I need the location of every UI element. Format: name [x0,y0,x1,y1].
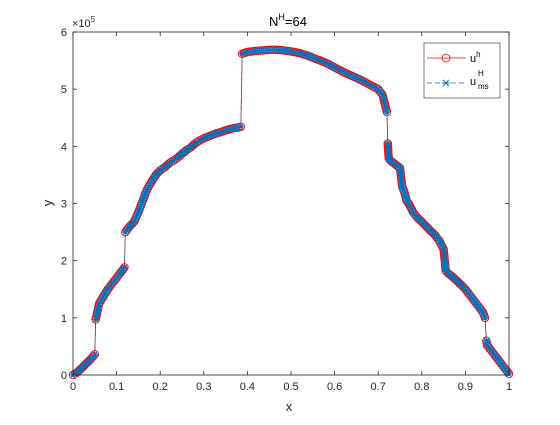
series-uh-marker [161,161,171,171]
series-uHms-marker [91,351,99,358]
series-uh-marker [416,216,425,225]
series-uh-marker [429,229,438,238]
x-tick-label: 0.6 [327,381,342,393]
legend-box [423,42,501,99]
series-uh-marker [84,356,94,366]
x-tick-label: 0.4 [240,381,255,393]
series-uh-marker [392,161,402,171]
x-axis-ticks: 0 0.1 0.2 0.3 0.4 0.5 0.6 0.7 0.8 0.9 1 [70,32,512,393]
x-tick-label: 0.2 [153,381,168,393]
x-tick-label: 0.5 [283,381,298,393]
y-tick-label: 2 [61,256,67,268]
series-uHms-marker [120,264,129,271]
x-tick-label: 1 [506,381,512,393]
y-tick-label: 5 [61,84,67,96]
series-uh-marker [120,263,129,272]
y-tick-label: 0 [61,370,67,382]
legend-entry-uHms: uH ms [427,69,489,91]
y-tick-label: 3 [61,199,67,211]
x-axis-label: x [286,399,293,414]
x-tick-label: 0 [70,381,76,393]
x-tick-label: 0.3 [196,381,211,393]
y-axis-ticks: 0 1 2 3 4 5 6 [61,27,509,382]
series-uHms-marker [481,314,489,322]
x-tick-label: 0.9 [458,381,473,393]
y-tick-label: 6 [61,27,67,39]
series-uHms-marker [237,123,245,131]
legend-label-uh: uh [470,50,481,65]
y-tick-label: 4 [61,141,67,153]
legend-marker-uHms [442,79,450,87]
x-tick-label: 0.8 [414,381,429,393]
series-uh-marker [427,228,437,237]
series-uHms-marker [383,108,391,116]
series-uh-marker [76,365,85,374]
x-tick-label: 0.7 [371,381,386,393]
series-uh-marker [83,357,92,367]
legend-entry-uh: uh [427,50,481,65]
marker-layer [68,45,514,380]
series-uh-marker [119,264,128,274]
legend: uh uH ms [423,42,501,99]
series-uh-marker [187,141,197,151]
x-tick-label: 0.1 [109,381,124,393]
legend-marker-uh [441,53,451,63]
chart-title: NH=64 [269,12,307,29]
y-axis-label: y [40,199,55,206]
series-uh-marker [455,279,464,288]
y-exponent-label: ×105 [72,15,96,30]
legend-label-uHms: uH ms [470,69,489,91]
y-tick-label: 1 [61,313,67,325]
